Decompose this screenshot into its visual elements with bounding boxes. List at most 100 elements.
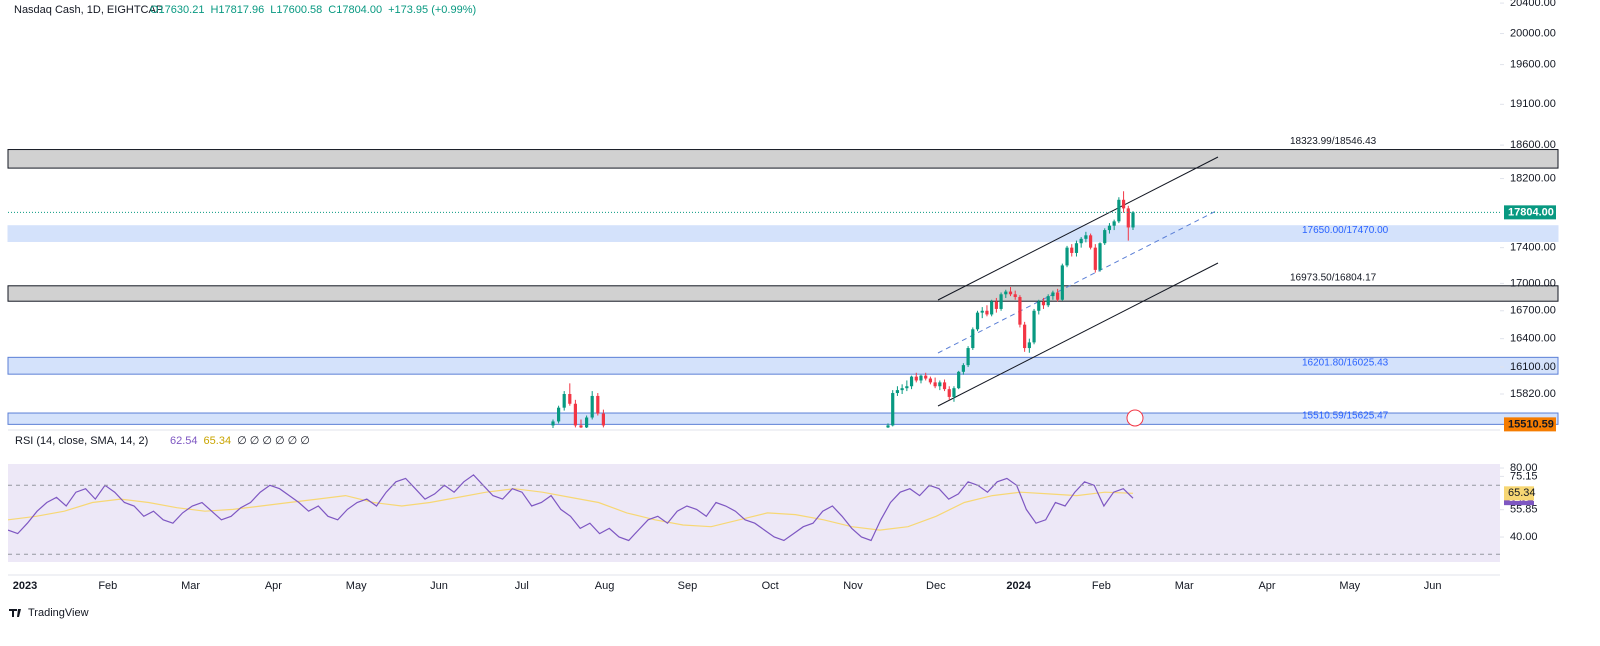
candle-body <box>999 294 1003 309</box>
candle-body <box>961 365 965 372</box>
candle-body <box>1056 292 1060 300</box>
y-tick-label: 15820.00 <box>1510 388 1556 400</box>
rsi-badge <box>1504 486 1534 501</box>
channel-mid <box>937 209 1219 354</box>
zone <box>7 149 1559 169</box>
rsi-legend-value: 62.54 <box>170 435 198 447</box>
candle-body <box>596 395 600 414</box>
candle-body <box>1032 310 1036 343</box>
zone <box>7 285 1559 302</box>
x-tick-label: Apr <box>265 580 282 592</box>
candle-body <box>1037 301 1041 311</box>
candle-body <box>1027 342 1031 349</box>
candle-body <box>942 382 947 390</box>
candle-body <box>1121 199 1126 209</box>
candle-body <box>990 301 994 315</box>
candle-body <box>1098 243 1102 270</box>
candle-body <box>1117 199 1121 222</box>
candle-body <box>1013 294 1017 298</box>
candle-body <box>933 382 937 387</box>
x-tick-label: Aug <box>595 580 615 592</box>
x-tick-label: Feb <box>1092 580 1111 592</box>
y-tick-label: 20400.00 <box>1510 0 1556 9</box>
rsi-tick-label: 40.00 <box>1510 531 1538 543</box>
zone-label: 16973.50/16804.17 <box>1290 272 1377 283</box>
candle-body <box>1084 235 1088 239</box>
candle-body <box>947 389 951 397</box>
x-tick-label: Feb <box>98 580 117 592</box>
x-tick-label: Apr <box>1258 580 1275 592</box>
zone-label: 16201.80/16025.43 <box>1302 357 1389 368</box>
rsi-title: RSI (14, close, SMA, 14, 2) <box>15 435 148 447</box>
zone-label: 18323.99/18546.43 <box>1290 136 1377 147</box>
candle-body <box>1126 208 1130 228</box>
price-badge <box>1504 205 1556 220</box>
candle-body <box>1079 238 1083 244</box>
rsi-line <box>8 474 1134 542</box>
channel-drawing <box>937 156 1219 407</box>
x-tick-label: Dec <box>926 580 946 592</box>
x-tick-label: Jun <box>430 580 448 592</box>
candle-body <box>1065 247 1069 266</box>
candle-body <box>1103 230 1107 244</box>
y-tick-label: 18200.00 <box>1510 172 1556 184</box>
candle-body <box>952 388 956 397</box>
candle-body <box>900 388 904 391</box>
zone-label: 17650.00/17470.00 <box>1302 225 1389 236</box>
candle-body <box>975 312 980 330</box>
y-tick-label: 16700.00 <box>1510 305 1556 317</box>
y-tick-label: 19600.00 <box>1510 58 1556 70</box>
sma-line <box>8 488 1134 531</box>
symbol: Nasdaq Cash, 1D, EIGHTCAP <box>14 4 163 16</box>
candle-body <box>1112 221 1116 226</box>
candle-body <box>573 403 577 426</box>
candle-body <box>994 301 998 309</box>
candle-body <box>601 413 605 426</box>
candle-body <box>568 394 572 404</box>
candle-body <box>551 421 555 426</box>
rsi-tick-label: 55.85 <box>1510 504 1538 516</box>
candle-body <box>924 375 928 379</box>
candle-body <box>1074 243 1079 253</box>
ohlc-value: H17817.96 <box>210 4 264 16</box>
candle-body <box>1060 265 1064 300</box>
ohlc-value: L17600.58 <box>270 4 322 16</box>
y-tick-label: 16100.00 <box>1510 361 1556 373</box>
x-tick-label: 2024 <box>1006 580 1031 592</box>
candle-body <box>909 376 914 387</box>
y-tick-label: 20000.00 <box>1510 27 1556 39</box>
candle-body <box>985 310 989 315</box>
price-badge <box>1504 417 1556 432</box>
brand-name: TradingView <box>28 607 89 619</box>
x-tick-label: Jun <box>1424 580 1442 592</box>
x-tick-label: Mar <box>1175 580 1194 592</box>
price-badge-label: 15510.59 <box>1508 418 1554 430</box>
y-tick-label: 16400.00 <box>1510 333 1556 345</box>
rsi-legend-value: ∅ ∅ ∅ ∅ ∅ ∅ <box>237 435 310 447</box>
x-tick-label: Mar <box>181 580 200 592</box>
candle-body <box>905 386 909 389</box>
brand: TradingView <box>9 607 89 619</box>
rsi-badge-label: 65.34 <box>1508 487 1536 499</box>
candle-body <box>579 425 583 428</box>
candle-body <box>966 348 970 366</box>
rsi-tick-label: 80.00 <box>1510 462 1538 474</box>
x-tick-label: May <box>346 580 367 592</box>
candle-body <box>938 382 942 387</box>
channel-bottom <box>937 262 1219 407</box>
candle-body <box>1018 297 1022 325</box>
ohlc-value: +173.95 (+0.99%) <box>388 4 476 16</box>
x-tick-label: May <box>1339 580 1360 592</box>
candle-body <box>562 394 566 408</box>
x-tick-label: Oct <box>762 580 779 592</box>
y-tick-label: 17000.00 <box>1510 277 1556 289</box>
ohlc-value: C17804.00 <box>328 4 382 16</box>
candle-body <box>1046 296 1050 306</box>
alert-icon[interactable] <box>1126 409 1144 427</box>
rsi-legend-value: 65.34 <box>204 435 232 447</box>
candle-body <box>1070 247 1074 253</box>
candle-body <box>1131 212 1135 228</box>
candle-body <box>919 375 923 381</box>
candle-body <box>891 393 895 426</box>
